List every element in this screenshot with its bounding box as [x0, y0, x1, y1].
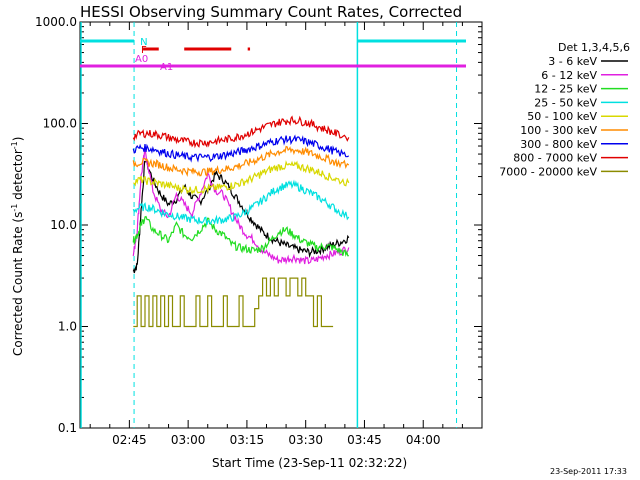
series-line-7 [132, 134, 350, 163]
x-tick-label: 03:45 [347, 433, 382, 447]
legend-entry-3: 12 - 25 keV [534, 83, 597, 96]
x-axis: 02:45 03:00 03:15 03:30 03:45 04:00 [89, 22, 463, 447]
x-tick-label: 03:15 [230, 433, 265, 447]
series-line-5 [133, 160, 350, 196]
series-group [132, 115, 350, 328]
series-line-9 [133, 277, 334, 328]
y-tick-label: 0.1 [58, 421, 77, 435]
series-line-1 [132, 158, 350, 274]
legend-entry-1: 3 - 6 keV [548, 55, 597, 68]
legend-entry-8: 800 - 7000 keV [513, 152, 597, 165]
legend-title: Det 1,3,4,5,6 [558, 41, 630, 54]
series-line-3 [132, 215, 349, 258]
timestamp-stamp: 23-Sep-2011 17:33 [550, 467, 627, 476]
legend-entry-6: 100 - 300 keV [520, 124, 597, 137]
night-label: N [140, 37, 147, 48]
flare-label: F [141, 45, 147, 56]
legend-entry-2: 6 - 12 keV [541, 69, 597, 82]
legend-entry-4: 25 - 50 keV [534, 96, 597, 109]
x-tick-label: 03:00 [171, 433, 206, 447]
x-tick-label: 04:00 [406, 433, 441, 447]
legend-entry-9: 7000 - 20000 keV [499, 165, 597, 178]
y-tick-label: 100.0 [43, 117, 77, 131]
y-axis-label: Corrected Count Rate (s-1 detector-1) [10, 137, 25, 356]
series-line-6 [132, 145, 350, 178]
y-tick-label: 1.0 [58, 320, 77, 334]
legend-entry-7: 300 - 800 keV [520, 138, 597, 151]
chart-title: HESSI Observing Summary Count Rates, Cor… [80, 3, 462, 21]
series-line-8 [132, 115, 350, 149]
series-line-4 [132, 179, 350, 226]
a0-label: A0 [135, 54, 148, 65]
series-line-2 [132, 147, 350, 265]
y-axis: 0.1 1.0 10.0 100.0 1000.0 [35, 15, 482, 435]
y-tick-label: 10.0 [50, 218, 77, 232]
x-tick-label: 02:45 [112, 433, 147, 447]
x-tick-label: 03:30 [288, 433, 323, 447]
a1-label: A1 [160, 62, 173, 73]
x-axis-label: Start Time (23-Sep-11 02:32:22) [212, 456, 407, 470]
legend-entry-5: 50 - 100 keV [527, 110, 597, 123]
y-tick-label: 1000.0 [35, 15, 77, 29]
